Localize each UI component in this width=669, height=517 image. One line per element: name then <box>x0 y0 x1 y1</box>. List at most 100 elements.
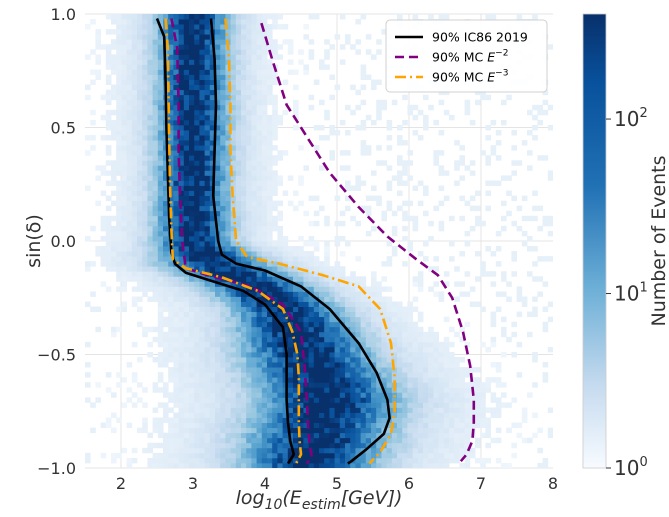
heatmap-cell <box>163 215 169 222</box>
heatmap-cell <box>350 357 356 363</box>
heatmap-cell <box>235 427 242 434</box>
heatmap-cell <box>313 377 320 383</box>
heatmap-cell <box>116 230 122 237</box>
heatmap-cell <box>209 261 216 267</box>
heatmap-cell <box>95 54 101 60</box>
heatmap-cell <box>147 276 153 282</box>
heatmap-cell <box>376 447 382 454</box>
heatmap-cell <box>215 452 221 459</box>
heatmap-cell <box>537 205 543 212</box>
heatmap-cell <box>272 407 278 413</box>
heatmap-cell <box>111 326 117 333</box>
heatmap-cell <box>428 286 434 292</box>
heatmap-cell <box>152 94 159 101</box>
heatmap-cell <box>272 367 278 373</box>
heatmap-cell <box>126 44 133 50</box>
heatmap-cell <box>485 180 491 186</box>
heatmap-cell <box>272 372 278 378</box>
heatmap-cell <box>204 140 211 146</box>
heatmap-cell <box>152 114 159 121</box>
heatmap-cell <box>495 140 502 146</box>
heatmap-cell <box>532 14 538 20</box>
heatmap-cell <box>204 185 211 191</box>
heatmap-cell <box>189 130 195 136</box>
heatmap-cell <box>251 220 257 227</box>
heatmap-cell <box>293 99 299 106</box>
heatmap-cell <box>116 145 122 151</box>
heatmap-cell <box>423 382 429 388</box>
heatmap-cell <box>157 326 164 333</box>
heatmap-cell <box>163 442 169 449</box>
heatmap-cell <box>235 392 242 398</box>
heatmap-cell <box>173 135 179 141</box>
heatmap-cell <box>386 351 393 358</box>
heatmap-cell <box>407 246 413 252</box>
heatmap-cell <box>168 130 174 136</box>
heatmap-cell <box>241 452 247 459</box>
heatmap-cell <box>412 427 419 434</box>
heatmap-cell <box>246 311 252 318</box>
heatmap-cell <box>199 387 205 393</box>
heatmap-cell <box>412 321 419 328</box>
heatmap-cell <box>282 235 289 242</box>
heatmap-cell <box>376 437 382 444</box>
heatmap-cell <box>215 261 221 267</box>
colorbar-label: Number of Events <box>648 155 669 326</box>
heatmap-cell <box>131 94 138 101</box>
heatmap-cell <box>230 387 237 393</box>
heatmap-cell <box>116 452 122 459</box>
heatmap-cell <box>194 407 200 413</box>
heatmap-cell <box>350 397 356 403</box>
heatmap-cell <box>490 150 497 156</box>
heatmap-cell <box>235 296 242 302</box>
heatmap-cell <box>230 377 237 383</box>
heatmap-cell <box>235 69 242 75</box>
heatmap-cell <box>334 301 341 307</box>
heatmap-cell <box>183 49 190 55</box>
heatmap-cell <box>329 281 335 287</box>
heatmap-cell <box>267 230 273 237</box>
heatmap-cell <box>282 190 289 196</box>
heatmap-cell <box>521 215 528 222</box>
heatmap-cell <box>272 331 278 338</box>
heatmap-cell <box>391 99 398 106</box>
heatmap-cell <box>267 180 273 186</box>
heatmap-cell <box>163 175 169 181</box>
heatmap-cell <box>267 235 273 242</box>
heatmap-cell <box>355 331 361 338</box>
heatmap-cell <box>261 74 268 80</box>
heatmap-cell <box>303 210 309 217</box>
heatmap-cell <box>355 306 361 313</box>
heatmap-cell <box>246 114 252 121</box>
heatmap-cell <box>397 124 403 131</box>
heatmap-cell <box>183 316 190 323</box>
heatmap-cell <box>443 442 450 449</box>
heatmap-cell <box>371 54 377 60</box>
heatmap-cell <box>376 422 382 429</box>
heatmap-cell <box>412 114 419 121</box>
heatmap-cell <box>189 180 195 186</box>
heatmap-cell <box>230 452 237 459</box>
heatmap-cell <box>137 185 143 191</box>
heatmap-cell <box>178 256 185 262</box>
heatmap-cell <box>230 341 237 348</box>
heatmap-cell <box>251 367 257 373</box>
heatmap-cell <box>178 392 185 398</box>
heatmap-cell <box>256 99 263 106</box>
heatmap-cell <box>90 291 96 297</box>
heatmap-cell <box>438 457 445 464</box>
heatmap-cell <box>251 427 257 434</box>
heatmap-cell <box>173 326 179 333</box>
heatmap-cell <box>397 427 403 434</box>
heatmap-cell <box>303 346 309 353</box>
heatmap-cell <box>293 331 299 338</box>
heatmap-cell <box>287 200 294 207</box>
heatmap-cell <box>131 59 138 65</box>
heatmap-cell <box>209 417 216 423</box>
heatmap-cell <box>225 442 231 449</box>
heatmap-cell <box>324 412 330 418</box>
heatmap-cell <box>267 256 273 262</box>
heatmap-cell <box>324 427 330 434</box>
heatmap-cell <box>235 412 242 418</box>
heatmap-cell <box>204 220 211 227</box>
